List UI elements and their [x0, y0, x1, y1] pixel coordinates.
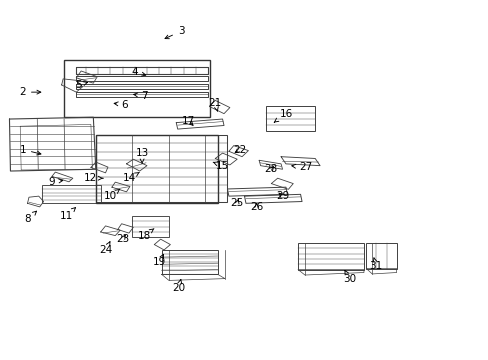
Text: 23: 23: [116, 234, 129, 244]
Text: 13: 13: [135, 148, 148, 164]
Text: 3: 3: [165, 26, 184, 39]
Text: 20: 20: [172, 279, 185, 293]
Text: 26: 26: [249, 202, 263, 212]
Text: 17: 17: [182, 116, 195, 126]
Text: 14: 14: [123, 172, 139, 183]
Text: 1: 1: [20, 144, 41, 155]
Text: 10: 10: [103, 189, 120, 201]
Text: 30: 30: [342, 270, 355, 284]
Text: 19: 19: [152, 254, 165, 267]
Text: 2: 2: [20, 87, 41, 97]
Text: 15: 15: [213, 161, 229, 171]
Text: 16: 16: [274, 109, 292, 122]
Text: 24: 24: [99, 242, 112, 255]
Text: 31: 31: [369, 258, 382, 271]
Text: 29: 29: [275, 191, 288, 201]
Text: 6: 6: [114, 100, 128, 110]
Text: 11: 11: [60, 208, 75, 221]
Text: 8: 8: [24, 211, 37, 224]
Text: 5: 5: [75, 80, 87, 90]
Bar: [96, 135, 217, 203]
Text: 27: 27: [291, 162, 311, 172]
Text: 18: 18: [138, 229, 154, 240]
Text: 25: 25: [230, 198, 244, 208]
Text: 4: 4: [131, 67, 145, 77]
Text: 12: 12: [84, 173, 103, 183]
Text: 21: 21: [208, 98, 222, 111]
Text: 7: 7: [133, 91, 147, 101]
Text: 9: 9: [48, 177, 62, 187]
Bar: [64, 60, 210, 117]
Text: 28: 28: [264, 164, 277, 174]
Text: 22: 22: [232, 144, 246, 154]
